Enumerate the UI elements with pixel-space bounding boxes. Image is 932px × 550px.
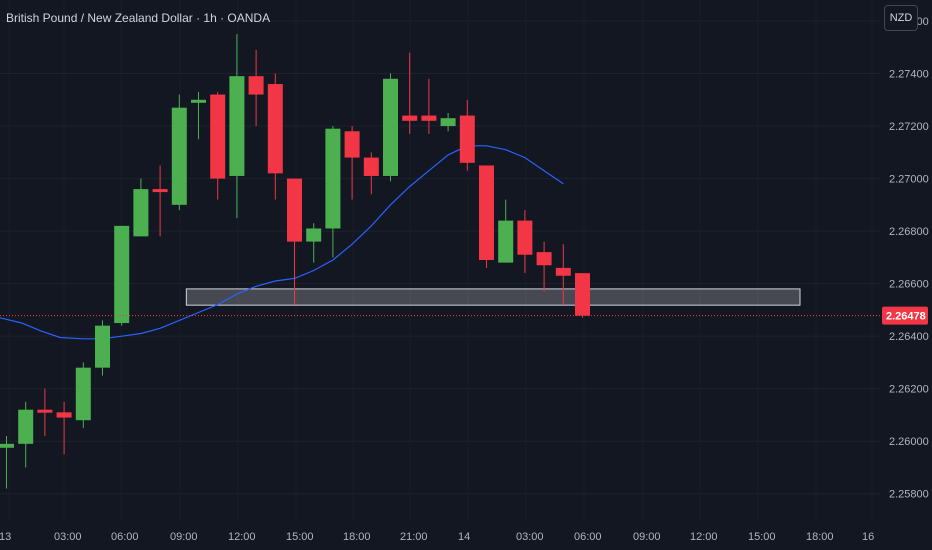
candle-body-up — [133, 189, 149, 237]
candle-body-down — [536, 252, 552, 266]
candle-body-up — [306, 228, 322, 242]
candle-body-down — [210, 94, 226, 179]
candle-body-up — [440, 118, 456, 127]
time-tick-label: 12:00 — [228, 531, 256, 543]
last-price-tag-bg — [882, 306, 928, 325]
price-tick-label: 2.27000 — [889, 174, 929, 186]
candle-body-up — [95, 325, 110, 368]
time-tick-label: 03:00 — [54, 531, 82, 543]
time-tick-label: 14 — [458, 531, 470, 543]
time-tick-label: 16 — [862, 531, 874, 543]
price-tick-label: 2.26200 — [889, 384, 929, 396]
candle-body-up — [325, 128, 341, 229]
candle-body-down — [363, 157, 379, 176]
candles — [0, 34, 590, 489]
price-tick-label: 2.26000 — [889, 436, 929, 448]
price-tick-label: 2.25800 — [889, 489, 929, 501]
price-tick-label: 2.26800 — [889, 226, 929, 238]
candle-body-up — [75, 367, 91, 421]
candle-body-down — [459, 115, 475, 163]
candle-body-down — [555, 267, 571, 276]
time-tick-label: 15:00 — [748, 531, 776, 543]
price-tick-label: 2.27200 — [889, 121, 929, 133]
candle-body-down — [421, 115, 437, 121]
time-tick-label: 18:00 — [806, 531, 834, 543]
candle-body-down — [152, 189, 168, 193]
candle-body-down — [517, 220, 533, 255]
candle-body-up — [229, 76, 245, 176]
time-tick-label: 21:00 — [400, 531, 428, 543]
candle-body-up — [18, 409, 34, 444]
time-tick-label: 03:00 — [516, 531, 544, 543]
price-tick-label: 2.26600 — [889, 279, 929, 291]
candle-body-up — [171, 107, 187, 205]
candle-body-down — [575, 273, 590, 316]
time-tick-label: 06:00 — [574, 531, 602, 543]
time-tick-label: 09:00 — [633, 531, 661, 543]
candle-body-down — [56, 412, 72, 418]
price-tick-label: 2.27400 — [889, 69, 929, 81]
candle-body-down — [267, 84, 283, 174]
candle-body-up — [191, 99, 206, 103]
time-tick-label: 15:00 — [286, 531, 314, 543]
support-zone-rect[interactable] — [185, 288, 801, 306]
last-price-label: 2.26478 — [886, 311, 926, 323]
candle-body-up — [383, 78, 398, 176]
candle-body-up — [498, 220, 514, 263]
support-zone-layer — [185, 288, 801, 306]
time-tick-label: 09:00 — [170, 531, 198, 543]
last-price-tag: 2.26478 — [882, 306, 928, 325]
candle-body-up — [114, 225, 130, 324]
candle-body-down — [344, 131, 360, 158]
time-tick-label: 13 — [0, 531, 11, 543]
chart-title: British Pound / New Zealand Dollar · 1h … — [6, 11, 271, 25]
time-tick-label: 06:00 — [111, 531, 139, 543]
candle-body-down — [248, 76, 264, 95]
time-tick-label: 18:00 — [343, 531, 371, 543]
currency-button[interactable]: NZD — [884, 5, 918, 31]
time-tick-label: 12:00 — [690, 531, 718, 543]
price-tick-label: 2.26400 — [889, 331, 929, 343]
candle-body-down — [402, 115, 418, 121]
time-axis[interactable]: 13 03:00 06:00 09:00 12:00 15:00 18:00 21:00 14 0… — [0, 531, 874, 543]
candle-body-up — [0, 443, 14, 448]
candle-body-down — [37, 409, 53, 413]
candle-body-down — [287, 178, 302, 242]
candle-body-down — [479, 165, 494, 260]
